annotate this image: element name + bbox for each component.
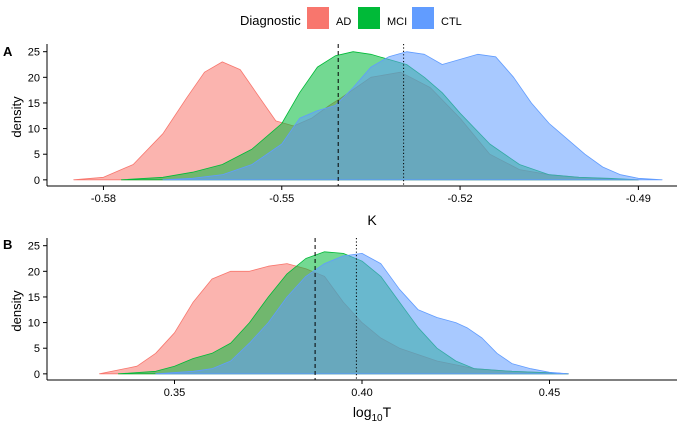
legend-label-ctl: CTL xyxy=(441,16,462,28)
y-tick-label-b: 5 xyxy=(34,343,40,355)
x-axis-label-a: K xyxy=(367,212,377,228)
x-axis-label-b: log10T xyxy=(353,404,392,424)
density-area-ctl-b xyxy=(155,253,569,375)
legend-key-ctl xyxy=(412,7,434,29)
x-tick-label-a: -0.58 xyxy=(91,193,116,205)
panel-label-a: A xyxy=(3,44,13,59)
y-tick-label-a: 15 xyxy=(28,98,40,110)
legend: Diagnostic AD MCI CTL xyxy=(240,7,462,29)
panel-a: A K density -0.58 -0.55 -0.52 -0.49 0 5 10 15 20… xyxy=(3,44,677,228)
y-tick-label-b: 0 xyxy=(34,369,40,381)
panel-label-b: B xyxy=(3,237,12,252)
density-area-ctl-a xyxy=(162,51,663,181)
x-tick-label-b: 0.40 xyxy=(351,387,372,399)
x-tick-label-b: 0.35 xyxy=(164,387,185,399)
legend-title: Diagnostic xyxy=(240,13,301,28)
y-tick-label-a: 5 xyxy=(34,149,40,161)
legend-label-mci: MCI xyxy=(387,16,407,28)
y-axis-label-b: density xyxy=(9,290,24,332)
y-axis-label-a: density xyxy=(9,96,24,138)
panel-b: B log10T density 0.35 0.40 0.45 0 5 10 15 20 25 xyxy=(3,237,677,424)
y-tick-label-a: 0 xyxy=(34,175,40,187)
y-tick-label-a: 25 xyxy=(28,47,40,59)
y-tick-label-b: 10 xyxy=(28,318,40,330)
legend-label-ad: AD xyxy=(336,16,351,28)
x-tick-label-a: -0.52 xyxy=(448,193,473,205)
x-tick-label-a: -0.49 xyxy=(626,193,651,205)
y-tick-label-b: 15 xyxy=(28,292,40,304)
y-tick-label-a: 20 xyxy=(28,72,40,84)
x-tick-label-b: 0.45 xyxy=(539,387,560,399)
y-tick-label-a: 10 xyxy=(28,124,40,136)
y-tick-label-b: 25 xyxy=(28,241,40,253)
legend-key-ad xyxy=(307,7,329,29)
legend-key-mci xyxy=(358,7,380,29)
x-tick-label-a: -0.55 xyxy=(269,193,294,205)
y-tick-label-b: 20 xyxy=(28,266,40,278)
